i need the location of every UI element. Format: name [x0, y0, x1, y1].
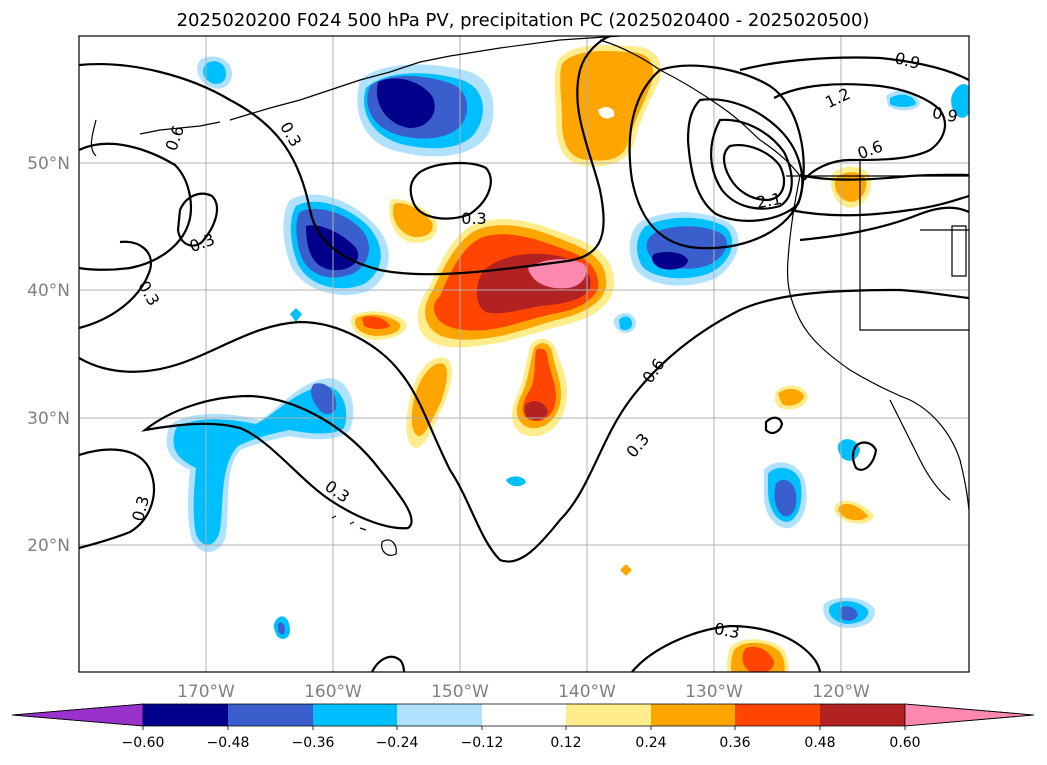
colorbar-segment [397, 704, 482, 726]
lon-label: 150°W [431, 682, 489, 702]
contour-label: 0.3 [713, 619, 741, 642]
map-area [79, 36, 969, 672]
colorbar-tick: 0.36 [719, 735, 750, 751]
colorbar-tick: 0.48 [804, 735, 835, 751]
lat-label: 30°N [27, 409, 70, 429]
colorbar-tick: −0.48 [207, 735, 250, 751]
contour-label: 0.3 [461, 209, 486, 228]
lon-label: 140°W [558, 682, 616, 702]
lon-label: 170°W [177, 682, 235, 702]
longitude-labels: 170°W 160°W 150°W 140°W 130°W 120°W [177, 682, 870, 702]
colorbar-extend-right [904, 703, 1035, 727]
colorbar-tick: −0.60 [122, 735, 165, 751]
colorbar-tick: 0.12 [550, 735, 581, 751]
contour-label: 0.9 [931, 103, 959, 126]
lat-label: 20°N [27, 536, 70, 556]
lat-label: 40°N [27, 281, 70, 301]
coastlines [90, 36, 969, 556]
colorbar-tick: −0.24 [376, 735, 419, 751]
colorbar-segment [651, 704, 735, 726]
colorbar-segment [313, 704, 397, 726]
lat-label: 50°N [27, 154, 70, 174]
colorbar-tick: 0.60 [889, 735, 920, 751]
colorbar-segment [143, 704, 228, 726]
colorbar-segment [566, 704, 651, 726]
lon-label: 120°W [812, 682, 870, 702]
colorbar: −0.60 −0.48 −0.36 −0.24 −0.12 0.12 0.24 … [11, 703, 1035, 751]
colorbar-tick: 0.24 [635, 735, 666, 751]
colorbar-tick: −0.36 [292, 735, 335, 751]
map-title: 2025020200 F024 500 hPa PV, precipitatio… [177, 10, 870, 31]
colorbar-segment [820, 704, 905, 726]
gridlines [79, 36, 969, 672]
lon-label: 130°W [685, 682, 743, 702]
contour-label: 2.1 [755, 189, 783, 212]
lon-label: 160°W [304, 682, 362, 702]
colorbar-segment [228, 704, 313, 726]
colorbar-tick: −0.12 [461, 735, 504, 751]
pv-contours [79, 36, 969, 672]
map-frame [78, 35, 970, 673]
colorbar-segment [482, 704, 566, 726]
colorbar-segment [735, 704, 820, 726]
colorbar-extend-left [11, 703, 144, 727]
latitude-labels: 50°N 40°N 30°N 20°N [27, 154, 70, 556]
